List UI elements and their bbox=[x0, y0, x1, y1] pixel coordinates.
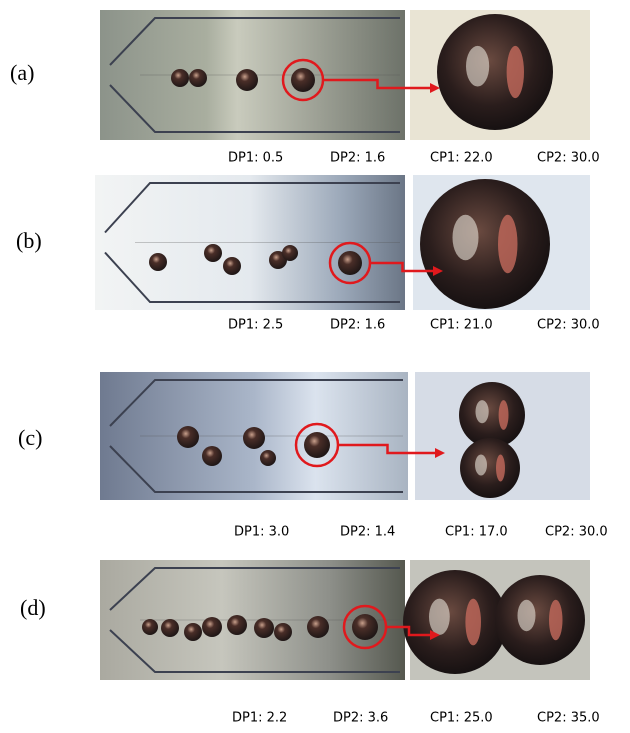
highlight bbox=[475, 455, 487, 476]
droplet bbox=[236, 69, 258, 91]
caption: DP2: 1.4 bbox=[340, 525, 395, 540]
highlight bbox=[453, 215, 479, 261]
caption: DP1: 3.0 bbox=[234, 525, 289, 540]
caption: CP1: 22.0 bbox=[430, 151, 493, 166]
caption: CP2: 35.0 bbox=[537, 711, 600, 726]
zoom-droplet bbox=[403, 570, 507, 674]
panel: (c) DP1: 3.0 DP2: 1.4 CP1: 17.0 CP2: 30.0 bbox=[18, 372, 608, 540]
droplet bbox=[243, 427, 265, 449]
droplet bbox=[161, 619, 179, 637]
droplet bbox=[177, 426, 199, 448]
highlight bbox=[476, 400, 489, 423]
droplet bbox=[223, 257, 241, 275]
caption: CP1: 25.0 bbox=[430, 711, 493, 726]
highlight bbox=[465, 599, 481, 646]
highlight bbox=[549, 600, 563, 641]
droplet bbox=[352, 614, 378, 640]
droplet bbox=[142, 619, 158, 635]
highlight bbox=[507, 46, 524, 98]
droplet bbox=[171, 69, 189, 87]
caption: DP2: 1.6 bbox=[330, 151, 385, 166]
panel: (a) DP1: 0.5 DP2: 1.6 CP1: 22.0 CP2: 30.0 bbox=[10, 10, 600, 166]
panel: (d) DP1: 2.2 DP2: 3.6 CP1: 25.0 CP2: 35.0 bbox=[20, 560, 600, 726]
droplet bbox=[274, 623, 292, 641]
caption: DP2: 3.6 bbox=[333, 711, 388, 726]
droplet bbox=[184, 623, 202, 641]
caption: DP1: 2.5 bbox=[228, 318, 283, 333]
droplet bbox=[204, 244, 222, 262]
panel-label: (c) bbox=[18, 425, 42, 450]
panel-label: (a) bbox=[10, 60, 34, 85]
highlight bbox=[466, 46, 489, 87]
highlight bbox=[499, 400, 509, 430]
droplet bbox=[227, 615, 247, 635]
caption: DP2: 1.6 bbox=[330, 318, 385, 333]
caption: CP1: 21.0 bbox=[430, 318, 493, 333]
panel: (b) DP1: 2.5 DP2: 1.6 CP1: 21.0 CP2: 30.0 bbox=[16, 175, 600, 333]
droplet bbox=[282, 245, 298, 261]
droplet bbox=[291, 68, 315, 92]
zoom-droplet bbox=[420, 179, 550, 309]
droplet bbox=[260, 450, 276, 466]
droplet bbox=[254, 618, 274, 638]
panel-label: (d) bbox=[20, 595, 46, 620]
caption: CP2: 30.0 bbox=[545, 525, 608, 540]
highlight bbox=[496, 455, 505, 482]
droplet bbox=[304, 432, 330, 458]
panel-label: (b) bbox=[16, 228, 42, 253]
highlight bbox=[498, 215, 518, 274]
figure: (a)DP1: 0.5DP2: 1.6CP1: 22.0CP2: 30.0(b)… bbox=[0, 0, 630, 733]
caption: CP1: 17.0 bbox=[445, 525, 508, 540]
zoom-droplet bbox=[495, 575, 585, 665]
droplet bbox=[202, 446, 222, 466]
caption: CP2: 30.0 bbox=[537, 318, 600, 333]
zoom-droplet bbox=[437, 14, 553, 130]
caption: DP1: 0.5 bbox=[228, 151, 283, 166]
droplet bbox=[189, 69, 207, 87]
zoom-droplet bbox=[460, 438, 520, 498]
droplet bbox=[202, 617, 222, 637]
highlight bbox=[518, 600, 536, 632]
caption: DP1: 2.2 bbox=[232, 711, 287, 726]
highlight bbox=[429, 599, 450, 635]
droplet bbox=[307, 616, 329, 638]
caption: CP2: 30.0 bbox=[537, 151, 600, 166]
droplet bbox=[338, 251, 362, 275]
droplet bbox=[149, 253, 167, 271]
